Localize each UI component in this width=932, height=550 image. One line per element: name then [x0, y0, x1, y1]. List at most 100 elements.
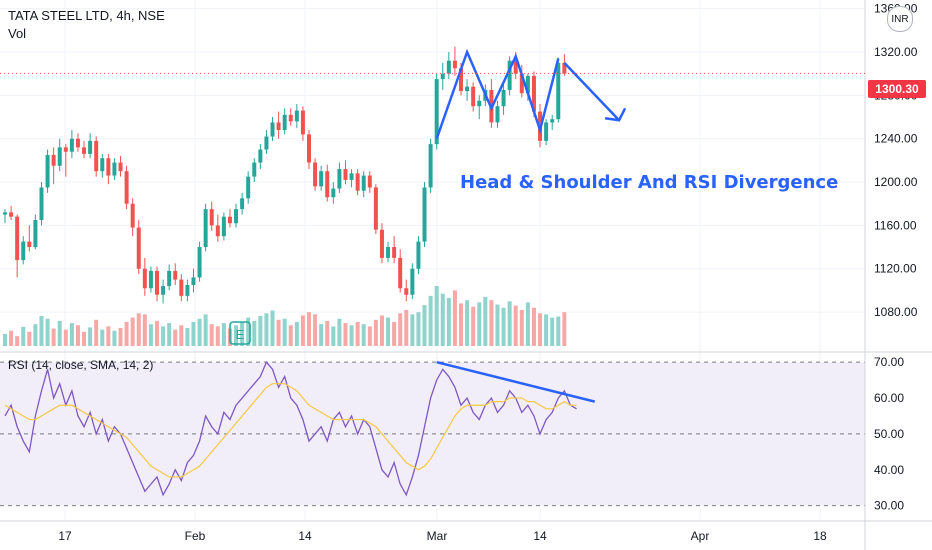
- volume-bar: [300, 315, 305, 346]
- volume-bar: [544, 314, 549, 346]
- volume-bar: [294, 322, 299, 346]
- volume-bar: [538, 313, 543, 346]
- chart-title[interactable]: TATA STEEL LTD, 4h, NSE: [8, 8, 165, 23]
- candle-body: [386, 247, 391, 258]
- volume-bar: [21, 326, 26, 346]
- candle-body: [416, 241, 421, 269]
- currency-button[interactable]: INR: [887, 6, 913, 32]
- volume-bar: [130, 317, 135, 346]
- candle-body: [33, 219, 38, 248]
- volume-bar: [446, 298, 451, 346]
- candle-body: [246, 176, 251, 199]
- candle-body: [331, 188, 336, 198]
- volume-bar: [440, 293, 445, 346]
- volume-bar: [276, 319, 281, 346]
- volume-bar: [550, 317, 555, 346]
- volume-bar: [373, 319, 378, 346]
- candle-body: [130, 203, 135, 228]
- volume-bar: [556, 316, 561, 346]
- candle-body: [355, 173, 360, 191]
- volume-bar: [106, 326, 111, 346]
- candle-body: [227, 216, 232, 224]
- volume-bar: [69, 323, 74, 346]
- candle-body: [294, 110, 299, 122]
- volume-bar: [288, 325, 293, 346]
- arrow-head: [604, 107, 627, 122]
- candle-body: [440, 73, 445, 80]
- volume-bar: [191, 322, 196, 346]
- candle-body: [446, 60, 451, 74]
- candle-body: [495, 106, 500, 123]
- volume-bars: [3, 286, 567, 346]
- candle-body: [313, 162, 318, 187]
- rsi-legend[interactable]: RSI (14, close, SMA, 14, 2): [8, 358, 154, 372]
- rsi-divergence-line: [436, 360, 596, 403]
- candle-body: [531, 75, 536, 112]
- candle-body: [428, 144, 433, 188]
- volume-bar: [392, 322, 397, 346]
- volume-bar: [459, 303, 463, 346]
- volume-bar: [197, 318, 202, 346]
- volume-bar: [136, 313, 141, 346]
- volume-bar: [75, 325, 80, 346]
- head-shoulder-pattern: [435, 48, 560, 140]
- candle-body: [179, 279, 184, 296]
- volume-bar: [221, 323, 226, 346]
- candle-body: [100, 158, 105, 172]
- candle-body: [148, 270, 153, 289]
- candle-body: [525, 75, 530, 94]
- volume-bar: [483, 296, 488, 346]
- candle-body: [45, 154, 50, 188]
- candle-body: [349, 173, 354, 180]
- candle-body: [118, 162, 123, 172]
- candle-body: [337, 169, 342, 189]
- tradingview-logo: E: [229, 321, 251, 345]
- volume-bar: [155, 320, 159, 346]
- candle-body: [276, 122, 281, 131]
- volume-bar: [471, 306, 476, 346]
- x-tick-label: Apr: [691, 529, 710, 543]
- volume-bar: [489, 300, 494, 346]
- candle-body: [544, 122, 549, 141]
- volume-bar: [519, 310, 524, 346]
- candle-body: [161, 286, 166, 295]
- candle-body: [556, 62, 561, 120]
- pattern-annotation: Head & Shoulder And RSI Divergence: [460, 172, 839, 193]
- candle-body: [191, 277, 196, 285]
- volume-bar: [51, 328, 56, 346]
- volume-bar: [234, 325, 239, 346]
- volume-bar: [124, 322, 129, 346]
- candle-body: [209, 209, 214, 226]
- volume-bar: [39, 316, 44, 346]
- candle-body: [550, 119, 555, 123]
- volume-bar: [45, 318, 50, 346]
- volume-bar: [258, 316, 263, 346]
- candle-body: [422, 187, 427, 242]
- volume-bar: [477, 302, 482, 346]
- volume-bar: [142, 314, 147, 346]
- y-tick-label: 1200.00: [874, 175, 918, 189]
- volume-bar: [495, 304, 500, 346]
- volume-bar: [118, 328, 123, 346]
- volume-bar: [203, 314, 208, 346]
- candle-body: [434, 79, 439, 145]
- candle-body: [288, 114, 293, 122]
- volume-legend[interactable]: Vol: [8, 26, 27, 41]
- candle-body: [3, 212, 7, 215]
- volume-bar: [398, 313, 403, 346]
- candle-body: [215, 225, 220, 237]
- rsi-tick-label: 60.00: [874, 391, 904, 405]
- candle-body: [234, 209, 239, 224]
- volume-bar: [148, 324, 153, 346]
- volume-bar: [27, 331, 32, 346]
- volume-bar: [3, 334, 7, 346]
- x-tick-label: 17: [58, 529, 72, 543]
- projection-arrow: [563, 61, 620, 122]
- candle-body: [465, 86, 470, 92]
- candle-body: [9, 212, 14, 217]
- candle-body: [75, 138, 80, 148]
- candle-body: [361, 175, 366, 191]
- candle-body: [562, 62, 567, 74]
- volume-bar: [82, 331, 87, 346]
